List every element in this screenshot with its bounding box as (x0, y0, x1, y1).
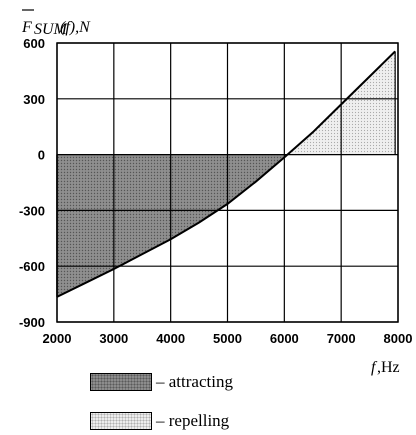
grid-lines (56, 42, 399, 323)
x-tick-label: 6000 (270, 331, 299, 346)
y-title-f: F (21, 19, 32, 36)
y-tick-label: 300 (23, 92, 45, 107)
x-tick-label: 2000 (43, 331, 72, 346)
x-tick-label: 5000 (213, 331, 242, 346)
y-tick-label: -900 (19, 315, 45, 330)
x-title-f: f (371, 359, 378, 376)
x-tick-label: 3000 (99, 331, 128, 346)
x-title-unit: ,Hz (377, 359, 400, 376)
x-tick-labels: 2000 3000 4000 5000 6000 7000 8000 (43, 331, 413, 346)
x-axis-title: f ,Hz (371, 359, 400, 376)
x-tick-label: 8000 (384, 331, 413, 346)
y-title-subscript: SUM (34, 21, 69, 38)
curve-layer (56, 50, 396, 298)
y-tick-label: 600 (23, 36, 45, 51)
x-tick-label: 7000 (327, 331, 356, 346)
repelling-area (287, 51, 396, 155)
y-tick-label: -600 (19, 259, 45, 274)
y-title-rest: (f),N (60, 19, 91, 36)
y-tick-label: 0 (38, 148, 45, 163)
attracting-area (57, 154, 288, 297)
y-tick-labels: 600 300 0 -300 -600 -900 (19, 36, 45, 330)
plot-frame (56, 42, 399, 323)
y-axis-title: F SUM (f),N (21, 9, 91, 38)
area-fills (56, 51, 396, 297)
force-curve (56, 50, 396, 298)
x-tick-label: 4000 (156, 331, 185, 346)
y-tick-label: -300 (19, 203, 45, 218)
